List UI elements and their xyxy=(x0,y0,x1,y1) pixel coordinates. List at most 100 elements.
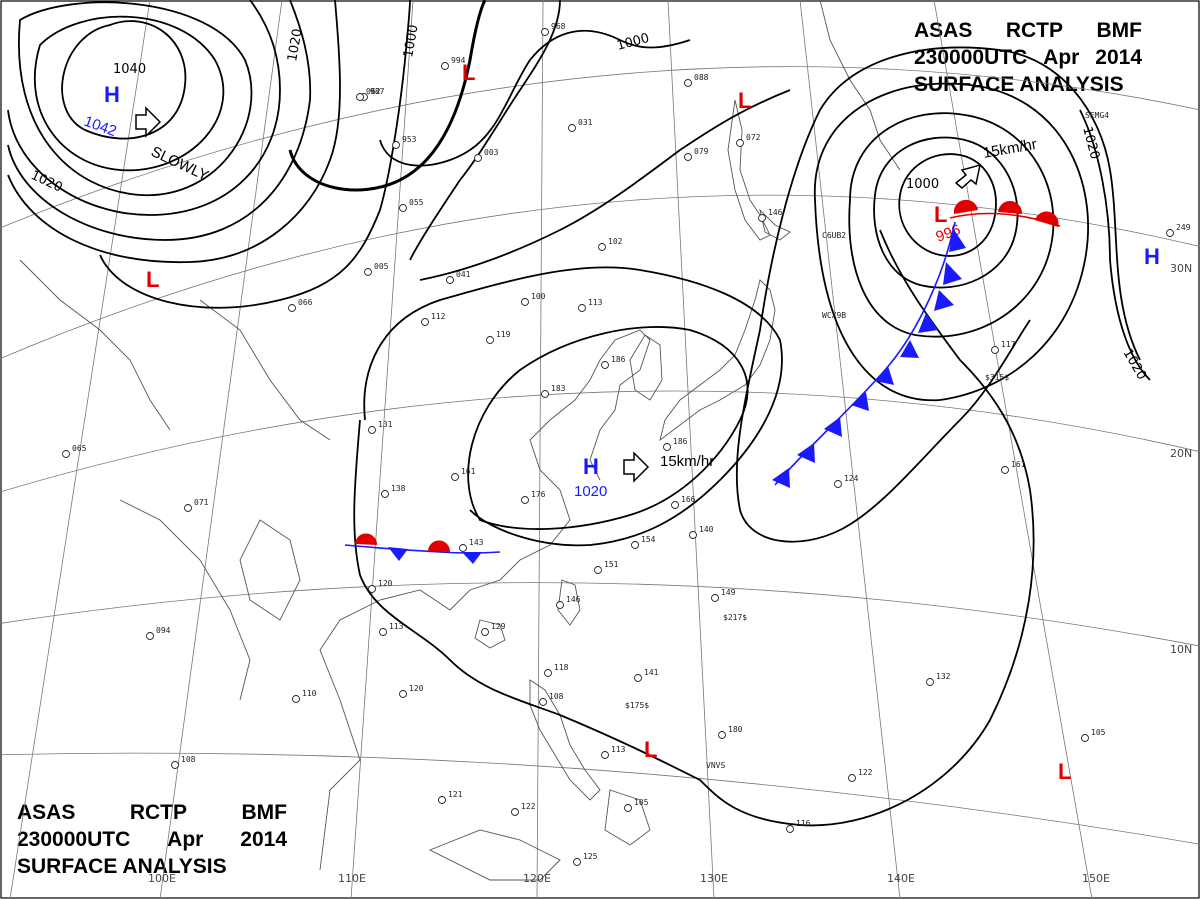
warm-front-pip-3 xyxy=(1035,211,1059,227)
grid-label-10n: 10N xyxy=(1170,643,1192,656)
station-circle-icon xyxy=(171,761,179,769)
isobar-1016-mid xyxy=(419,89,791,281)
station-call-sign: $175$ xyxy=(625,701,649,710)
station-circle-icon xyxy=(926,678,934,686)
border-inland-1 xyxy=(19,259,171,431)
station-pressure-code: 066 xyxy=(298,298,313,307)
station-circle-icon xyxy=(1166,229,1174,237)
station-circle-icon xyxy=(601,361,609,369)
coast-borneo xyxy=(428,829,561,881)
station-pressure-code: 132 xyxy=(936,672,951,681)
station-pressure-code: 161 xyxy=(1011,460,1026,469)
station-pressure-code: 186 xyxy=(673,437,688,446)
cold-front-pip-10 xyxy=(772,468,790,488)
station-pressure-code: 119 xyxy=(496,330,511,339)
station-pressure-code: 122 xyxy=(521,802,536,811)
cold-front-pip-1 xyxy=(949,228,966,252)
station-pressure-code: 071 xyxy=(194,498,209,507)
motion-label-china: 15km/hr xyxy=(660,453,714,470)
station-pressure-code: 140 xyxy=(699,525,714,534)
isobar-1020-china xyxy=(467,326,749,530)
isobar-label-1020-east-bottom: 1020 xyxy=(1120,347,1150,383)
station-pressure-code: 120 xyxy=(409,684,424,693)
grid-label-100e: 100E xyxy=(148,872,176,885)
station-pressure-code: 112 xyxy=(431,312,446,321)
station-pressure-code: 117 xyxy=(1001,340,1016,349)
fronts xyxy=(344,199,1061,564)
station-pressure-code: 003 xyxy=(484,148,499,157)
station-pressure-code: 161 xyxy=(461,467,476,476)
station-pressure-code: 129 xyxy=(491,622,506,631)
station-pressure-code: 005 xyxy=(374,262,389,271)
cold-front-pip-9 xyxy=(797,443,815,463)
stationary-front-warm-pip-1 xyxy=(355,533,378,545)
station-circle-icon xyxy=(684,153,692,161)
station-pressure-code: 249 xyxy=(1176,223,1191,232)
grid-label-30n: 30N xyxy=(1170,262,1192,275)
isobar-1004 xyxy=(409,0,561,261)
cold-front-pip-4 xyxy=(918,313,938,333)
station-circle-icon xyxy=(521,496,529,504)
coast-korea xyxy=(629,334,663,401)
high-center-east-letter: H xyxy=(1144,244,1160,269)
station-circle-icon xyxy=(786,825,794,833)
station-pressure-code: 094 xyxy=(156,626,171,635)
station-circle-icon xyxy=(631,541,639,549)
station-circle-icon xyxy=(578,304,586,312)
station-pressure-code: 102 xyxy=(608,237,623,246)
station-pressure-code: 180 xyxy=(728,725,743,734)
station-circle-icon xyxy=(711,594,719,602)
station-pressure-code: 176 xyxy=(531,490,546,499)
station-pressure-code: 113 xyxy=(389,622,404,631)
high-center-china-value: 1020 xyxy=(574,483,607,500)
low-mark-5: L xyxy=(1058,759,1071,784)
station-pressure-code: 110 xyxy=(302,689,317,698)
low-mark-4: L xyxy=(644,737,657,762)
coast-philippines xyxy=(529,679,601,801)
station-circle-icon xyxy=(511,808,519,816)
station-call-sign: $315$ xyxy=(985,373,1009,382)
isobar-label-1000-nw: 1000 xyxy=(401,23,422,58)
station-pressure-code: 143 xyxy=(469,538,484,547)
meridian-140e xyxy=(799,0,901,899)
station-circle-icon xyxy=(671,501,679,509)
isobar-1008 xyxy=(379,29,691,167)
coast-india xyxy=(119,499,251,701)
high-center-china-letter: H xyxy=(583,454,599,479)
map-title-bottom: ASAS RCTP BMF 230000UTC Apr 2014 SURFACE ANA… xyxy=(17,799,287,880)
parallel-20n xyxy=(0,390,1200,493)
station-circle-icon xyxy=(991,346,999,354)
station-pressure-code: 146 xyxy=(768,208,783,217)
isobar-1012-low-outer xyxy=(759,46,1141,361)
station-pressure-code: 125 xyxy=(583,852,598,861)
station-pressure-code: 062 xyxy=(366,87,381,96)
isobar-1040 xyxy=(61,20,187,140)
station-pressure-code: 183 xyxy=(551,384,566,393)
low-mark-2: L xyxy=(738,88,751,113)
isobar-1012-nw xyxy=(288,0,487,192)
title-top-agency-asas: ASAS xyxy=(914,19,973,42)
station-pressure-code: 968 xyxy=(551,22,566,31)
station-circle-icon xyxy=(521,298,529,306)
meridian-110e xyxy=(350,0,414,899)
station-circle-icon xyxy=(539,698,547,706)
border-inland-2 xyxy=(199,299,331,441)
station-pressure-code: 166 xyxy=(681,495,696,504)
station-pressure-code: 072 xyxy=(746,133,761,142)
station-pressure-code: 118 xyxy=(554,663,569,672)
meridian-90e xyxy=(9,0,151,899)
station-circle-icon xyxy=(598,243,606,251)
station-circle-icon xyxy=(544,669,552,677)
isobar-1008-low xyxy=(814,82,1089,402)
grid-labels: 100E 110E 120E 130E 140E 150E 30N 20N 10… xyxy=(148,262,1192,885)
station-circle-icon xyxy=(399,204,407,212)
station-pressure-code: 987 xyxy=(370,87,385,96)
title-top-month: Apr xyxy=(1043,46,1080,69)
station-circle-icon xyxy=(718,731,726,739)
meridian-130e xyxy=(667,0,715,899)
station-circle-icon xyxy=(451,473,459,481)
station-pressure-code: 055 xyxy=(409,198,424,207)
station-circle-icon xyxy=(474,154,482,162)
